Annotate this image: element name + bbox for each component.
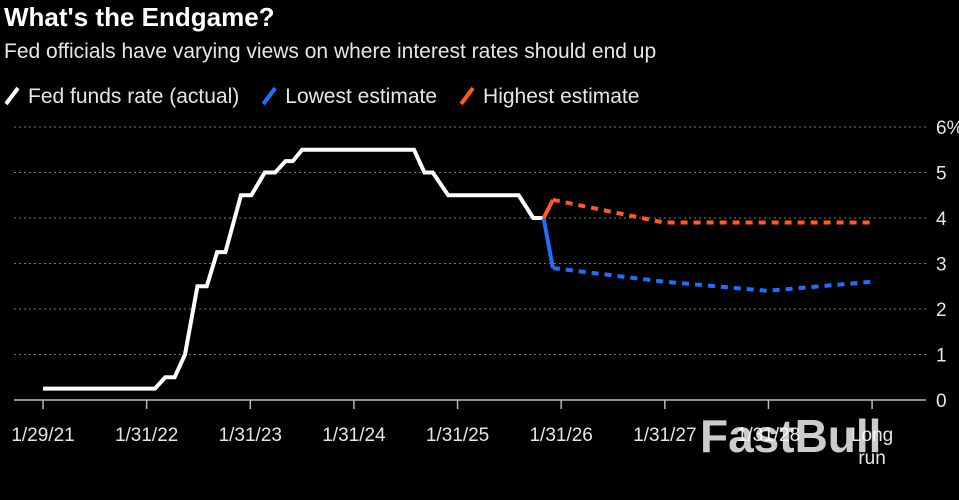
series-line	[552, 266, 873, 293]
chart-subtitle: Fed officials have varying views on wher…	[4, 40, 656, 63]
legend-label: Lowest estimate	[285, 85, 437, 108]
x-tick-label: 1/31/22	[115, 425, 178, 446]
y-tick-label: 0	[936, 391, 947, 412]
series-line	[43, 147, 544, 391]
series-connector	[541, 217, 555, 269]
legend-marker	[459, 86, 475, 106]
x-tick-label: 1/31/25	[426, 425, 489, 446]
legend-marker	[261, 86, 277, 106]
x-tick-label: 1/31/27	[633, 425, 696, 446]
legend-label: Highest estimate	[483, 85, 639, 108]
legend-label: Fed funds rate (actual)	[28, 85, 239, 108]
x-tick-label: 1/31/26	[529, 425, 592, 446]
y-tick-label: 6%	[936, 118, 959, 139]
x-tick-label: 1/31/24	[322, 425, 386, 446]
y-tick-label: 3	[936, 255, 947, 276]
x-tick-label: Long run	[851, 425, 893, 469]
y-tick-label: 4	[936, 209, 947, 230]
x-tick-label: 1/29/21	[11, 425, 74, 446]
x-tick-label: 1/31/23	[219, 425, 282, 446]
y-tick-label: 2	[936, 300, 947, 321]
legend-marker	[4, 86, 20, 106]
chart-title: What's the Endgame?	[4, 2, 275, 32]
x-tick-label: 1/31/28	[737, 425, 800, 446]
watermark: FastBull	[700, 410, 881, 462]
series-connector	[541, 198, 555, 219]
series-line	[552, 197, 873, 225]
y-tick-label: 5	[936, 164, 947, 185]
y-tick-label: 1	[936, 346, 947, 367]
